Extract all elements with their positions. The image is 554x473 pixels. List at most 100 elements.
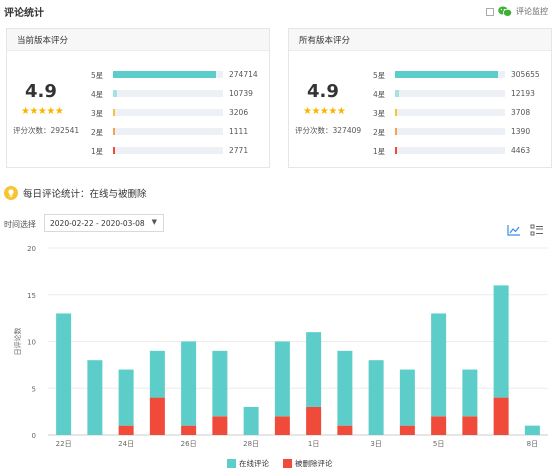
bar-fill <box>395 71 498 78</box>
x-tick-label: 8日 <box>527 440 538 448</box>
time-filter-label: 时间选择 <box>4 220 36 229</box>
y-tick-label: 0 <box>32 432 36 440</box>
top-bar: 评论统计 评论监控 <box>0 0 554 22</box>
row-value: 10739 <box>229 89 253 98</box>
row-label: 1星 <box>91 147 104 156</box>
all-versions-rating-card: 所有版本评分 4.9 ★★★★★ 评分次数：327409 5星 305655 4… <box>288 28 552 168</box>
bar-deleted <box>181 425 197 435</box>
bar-online <box>274 341 290 417</box>
bar-online <box>337 350 353 426</box>
list-icon[interactable] <box>530 224 544 236</box>
card-title: 所有版本评分 <box>289 29 551 51</box>
bar-deleted <box>399 425 415 435</box>
rating-row: 5星 274714 <box>91 67 267 86</box>
card-title: 当前版本评分 <box>7 29 269 51</box>
rating-row: 2星 1111 <box>91 124 267 143</box>
date-range-value: 2020-02-22 - 2020-03-08 <box>50 219 145 228</box>
line-chart-icon[interactable] <box>507 224 521 236</box>
bar-track <box>395 147 505 154</box>
rating-row: 3星 3708 <box>373 105 549 124</box>
current-version-rating-card: 当前版本评分 4.9 ★★★★★ 评分次数：292541 5星 274714 4… <box>6 28 270 168</box>
bar-track <box>113 90 223 97</box>
bar-fill <box>395 109 397 116</box>
x-tick-label: 24日 <box>118 440 134 448</box>
rating-distribution: 5星 305655 4星 12193 3星 3708 2星 1390 1星 44… <box>373 67 549 162</box>
bar-track <box>113 71 223 78</box>
bar-deleted <box>462 416 478 435</box>
legend-label: 被删除评论 <box>295 459 333 468</box>
daily-stats-heading: 每日评论统计：在线与被删除 <box>4 186 147 200</box>
date-range-select[interactable]: 2020-02-22 - 2020-03-08 ▼ <box>44 214 164 232</box>
rating-row: 4星 12193 <box>373 86 549 105</box>
rating-row: 1星 4463 <box>373 143 549 162</box>
bar-online <box>118 369 134 426</box>
legend-swatch <box>283 459 292 468</box>
legend-item-online[interactable]: 在线评论 <box>227 458 269 469</box>
daily-stats-title: 每日评论统计：在线与被删除 <box>23 189 147 200</box>
x-tick-label: 26日 <box>181 440 197 448</box>
row-label: 2星 <box>91 128 104 137</box>
rating-row: 2星 1390 <box>373 124 549 143</box>
rating-row: 4星 10739 <box>91 86 267 105</box>
bar-deleted <box>118 425 134 435</box>
bar-deleted <box>493 397 509 435</box>
bar-online <box>368 360 384 435</box>
row-value: 3206 <box>229 108 249 117</box>
rating-count: 评分次数：292541 <box>13 126 80 135</box>
row-value: 1111 <box>229 127 249 136</box>
comment-monitor-toggle[interactable]: 评论监控 <box>486 6 548 17</box>
row-label: 3星 <box>373 109 386 118</box>
y-tick-label: 20 <box>27 245 36 253</box>
rating-row: 5星 305655 <box>373 67 549 86</box>
bar-fill <box>113 128 115 135</box>
row-value: 3708 <box>511 108 531 117</box>
chevron-down-icon: ▼ <box>151 218 157 226</box>
y-tick-label: 10 <box>27 339 36 347</box>
x-tick-label: 28日 <box>243 440 259 448</box>
bar-fill <box>113 71 217 78</box>
row-label: 2星 <box>373 128 386 137</box>
legend-label: 在线评论 <box>239 459 269 468</box>
bar-online <box>181 341 197 426</box>
legend-item-deleted[interactable]: 被删除评论 <box>283 458 333 469</box>
x-tick-label: 3日 <box>370 440 381 448</box>
bar-online <box>87 360 103 435</box>
y-tick-label: 5 <box>32 385 36 393</box>
bar-online <box>462 369 478 417</box>
bar-online <box>493 285 509 398</box>
bar-fill <box>395 128 397 135</box>
star-rating-icon: ★★★★★ <box>21 106 64 117</box>
row-label: 5星 <box>373 71 386 80</box>
monitor-checkbox[interactable] <box>486 7 494 16</box>
row-label: 4星 <box>373 90 386 99</box>
row-label: 5星 <box>91 71 104 80</box>
rating-row: 3星 3206 <box>91 105 267 124</box>
bar-track <box>113 147 223 154</box>
row-value: 4463 <box>511 146 531 155</box>
page-title: 评论统计 <box>4 8 44 19</box>
row-label: 3星 <box>91 109 104 118</box>
bar-online <box>212 350 228 417</box>
y-tick-label: 15 <box>27 292 36 300</box>
bar-track <box>395 128 505 135</box>
row-value: 274714 <box>229 70 258 79</box>
row-value: 305655 <box>511 70 540 79</box>
bar-track <box>113 128 223 135</box>
x-tick-label: 1日 <box>308 440 319 448</box>
bar-online <box>306 332 322 407</box>
chart-legend: 在线评论 被删除评论 <box>227 458 333 469</box>
bar-online <box>56 313 72 435</box>
rating-row: 1星 2771 <box>91 143 267 162</box>
bar-deleted <box>274 416 290 435</box>
bar-online <box>149 350 165 398</box>
rating-score: 4.9 <box>307 81 339 102</box>
row-label: 4星 <box>91 90 104 99</box>
bar-deleted <box>431 416 447 435</box>
bar-deleted <box>212 416 228 435</box>
x-tick-label: 22日 <box>56 440 72 448</box>
bar-fill <box>395 147 397 154</box>
bar-online <box>524 425 540 435</box>
bar-fill <box>113 90 118 97</box>
lightbulb-icon <box>4 186 18 200</box>
rating-score: 4.9 <box>25 81 57 102</box>
